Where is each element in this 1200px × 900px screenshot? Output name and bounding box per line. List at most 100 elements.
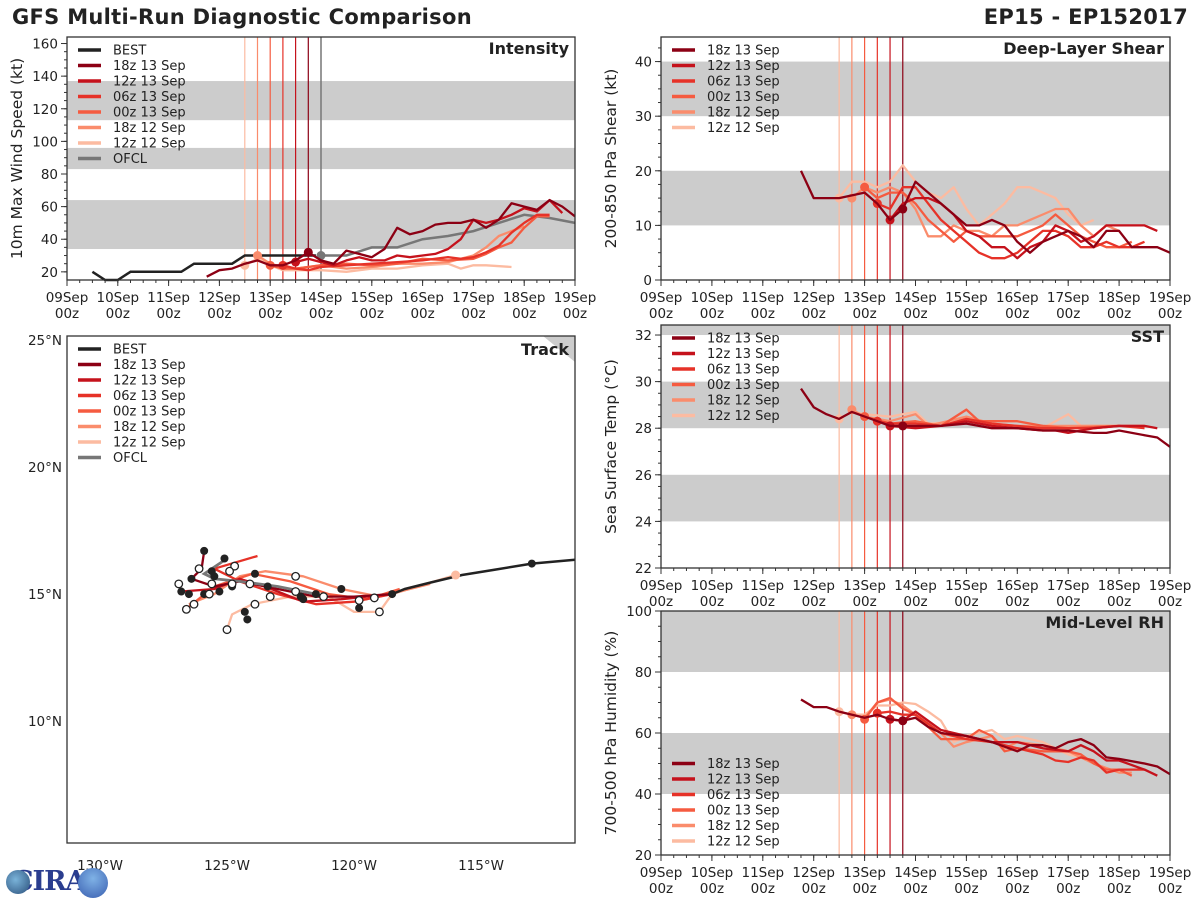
- run-series-line: [838, 701, 1120, 774]
- run-series-line: [877, 710, 1145, 774]
- y-tick-label: 24: [635, 514, 652, 530]
- legend-item: OFCL: [78, 451, 148, 466]
- legend-item: 18z 13 Sep: [78, 358, 186, 373]
- track-point-open: [204, 589, 214, 599]
- y-tick-label: 26: [635, 468, 652, 484]
- track-point-filled: [263, 582, 272, 591]
- x-tick-label-hour: 00z: [903, 594, 927, 610]
- x-tick-label-hour: 00z: [1005, 881, 1029, 897]
- x-tick-label-hour: 00z: [512, 306, 536, 322]
- y-tick-label: 10°N: [28, 714, 62, 730]
- track-point-open: [189, 599, 199, 609]
- x-tick-label-date: 17Sep: [1047, 578, 1090, 594]
- x-tick-label-hour: 00z: [700, 594, 724, 610]
- legend-item: 00z 13 Sep: [672, 378, 780, 393]
- best-track-line: [391, 558, 576, 596]
- track-point-filled: [388, 590, 397, 599]
- y-tick-label: 25°N: [28, 333, 62, 349]
- legend-label: 06z 13 Sep: [113, 90, 186, 105]
- x-tick-label-hour: 00z: [1056, 881, 1080, 897]
- x-tick-label-date: 10Sep: [96, 290, 139, 306]
- y-tick-label: 30: [635, 375, 652, 391]
- x-tick-label-hour: 00z: [751, 306, 775, 322]
- x-tick-label-date: 14Sep: [300, 290, 343, 306]
- x-tick-label-hour: 00z: [700, 881, 724, 897]
- cira-logo: CIRA: [4, 866, 108, 898]
- legend-item: 12z 13 Sep: [672, 773, 780, 788]
- x-tick-label-hour: 00z: [1158, 306, 1182, 322]
- legend-label: 12z 12 Sep: [707, 835, 780, 850]
- legend-item: 06z 13 Sep: [78, 389, 186, 404]
- page-title: GFS Multi-Run Diagnostic Comparison: [12, 5, 472, 29]
- rh-panel: 2040608010009Sep00z10Sep00z11Sep00z12Sep…: [602, 604, 1191, 897]
- x-tick-label-date: 10Sep: [691, 578, 734, 594]
- run-series-line: [282, 213, 550, 272]
- legend-label: BEST: [113, 343, 146, 358]
- panel-title: Intensity: [489, 39, 570, 58]
- x-tick-label-date: 17Sep: [452, 290, 495, 306]
- category-band: [661, 325, 1170, 336]
- legend-item: 00z 13 Sep: [78, 106, 186, 121]
- legend-label: 18z 12 Sep: [707, 394, 780, 409]
- run-series-line: [851, 186, 1120, 238]
- y-tick-label: 20: [41, 265, 58, 281]
- x-tick-label-date: 09Sep: [640, 290, 683, 306]
- run-init-point: [898, 716, 908, 726]
- x-tick-label-hour: 00z: [360, 306, 384, 322]
- x-tick-label-date: 12Sep: [792, 865, 835, 881]
- x-tick-label-date: 11Sep: [741, 578, 784, 594]
- x-tick-label-date: 12Sep: [792, 290, 835, 306]
- x-tick-label-hour: 00z: [1107, 594, 1131, 610]
- legend-item: 12z 12 Sep: [78, 137, 186, 152]
- x-tick-label-hour: 00z: [207, 306, 231, 322]
- run-series-line: [799, 170, 1171, 254]
- legend-label: 00z 13 Sep: [113, 106, 186, 121]
- intensity-panel: 2040608010012014016009Sep00z10Sep00z11Se…: [8, 36, 597, 322]
- x-tick-label-hour: 00z: [1005, 306, 1029, 322]
- x-tick-label-date: 16Sep: [401, 290, 444, 306]
- legend-item: 06z 13 Sep: [78, 90, 186, 105]
- track-point-filled: [177, 587, 186, 596]
- y-tick-label: 80: [635, 665, 652, 681]
- ofcl-series-line: [321, 213, 576, 257]
- legend-item: 06z 13 Sep: [672, 363, 780, 378]
- x-tick-label-hour: 00z: [649, 881, 673, 897]
- y-tick-label: 10: [635, 218, 652, 234]
- legend-label: 12z 13 Sep: [113, 75, 186, 90]
- y-tick-label: 20: [635, 164, 652, 180]
- category-band: [661, 474, 1170, 522]
- track-point-open: [291, 571, 301, 581]
- x-tick-label-date: 14Sep: [894, 865, 937, 881]
- y-tick-label: 30: [635, 109, 652, 125]
- x-tick-label-date: 12Sep: [198, 290, 241, 306]
- track-point-open: [207, 579, 217, 589]
- track-point-filled: [240, 607, 249, 616]
- legend-label: 12z 12 Sep: [113, 436, 186, 451]
- run-series-line: [295, 198, 564, 267]
- legend-label: 12z 13 Sep: [707, 59, 780, 74]
- x-tick-label-hour: 00z: [954, 306, 978, 322]
- x-tick-label-hour: 00z: [802, 306, 826, 322]
- x-tick-label-hour: 00z: [852, 881, 876, 897]
- x-tick-label-date: 19Sep: [554, 290, 597, 306]
- legend-item: 18z 12 Sep: [672, 106, 780, 121]
- y-axis-label: Sea Surface Temp (°C): [602, 359, 620, 534]
- x-tick-label-date: 09Sep: [46, 290, 89, 306]
- x-tick-label-date: 13Sep: [843, 290, 886, 306]
- run-init-point: [898, 421, 908, 431]
- y-tick-label: 15°N: [28, 587, 62, 603]
- x-tick-label-date: 17Sep: [1047, 865, 1090, 881]
- y-tick-label: 100: [626, 604, 652, 620]
- x-tick-label-hour: 00z: [649, 306, 673, 322]
- legend-label: 06z 13 Sep: [707, 363, 780, 378]
- legend-label: 18z 13 Sep: [707, 757, 780, 772]
- x-tick-label-hour: 00z: [1107, 306, 1131, 322]
- storm-id: EP15 - EP152017: [983, 5, 1188, 29]
- legend-item: 06z 13 Sep: [672, 75, 780, 90]
- legend-item: 12z 13 Sep: [78, 75, 186, 90]
- sst-panel: 22242628303209Sep00z10Sep00z11Sep00z12Se…: [602, 324, 1191, 610]
- legend-label: 12z 12 Sep: [707, 409, 780, 424]
- x-tick-label-date: 12Sep: [792, 578, 835, 594]
- legend-label: 12z 13 Sep: [707, 773, 780, 788]
- x-tick-label-hour: 00z: [1056, 306, 1080, 322]
